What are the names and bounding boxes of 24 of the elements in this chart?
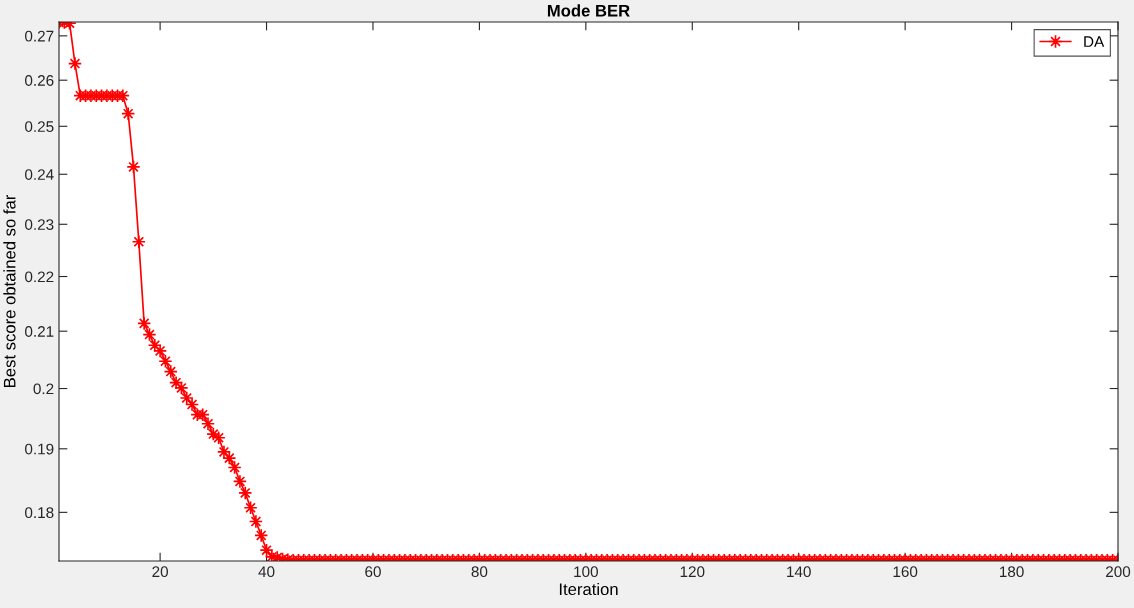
- y-tick-label: 0.18: [25, 507, 54, 519]
- x-tick-label: 160: [893, 566, 918, 578]
- x-tick-label: 20: [152, 566, 169, 578]
- x-tick-label: 180: [999, 566, 1024, 578]
- y-tick-label: 0.22: [25, 271, 54, 283]
- y-tick-label: 0.27: [25, 30, 54, 42]
- y-tick-label: 0.24: [25, 169, 54, 180]
- y-tick-label: 0.23: [25, 219, 54, 230]
- x-tick-label: 60: [365, 566, 381, 578]
- x-tick-label: 80: [471, 566, 488, 578]
- x-tick-label: 120: [680, 566, 705, 578]
- x-tick-label: 40: [258, 566, 275, 578]
- chart-title: Mode BER: [547, 4, 630, 17]
- y-tick-label: 0.26: [25, 75, 54, 86]
- y-axis-title: Best score obtained so far: [3, 194, 16, 387]
- y-tick-label: 0.2: [33, 383, 54, 395]
- y-tick-label: 0.21: [25, 326, 54, 337]
- y-tick-label: 0.25: [25, 121, 54, 132]
- y-tick-label: 0.19: [25, 443, 54, 455]
- x-axis-title: Iteration: [559, 582, 618, 596]
- x-tick-label: 200: [1106, 566, 1131, 578]
- x-tick-label: 100: [574, 566, 598, 578]
- legend-label: DA: [1084, 36, 1105, 47]
- x-tick-label: 140: [787, 566, 811, 578]
